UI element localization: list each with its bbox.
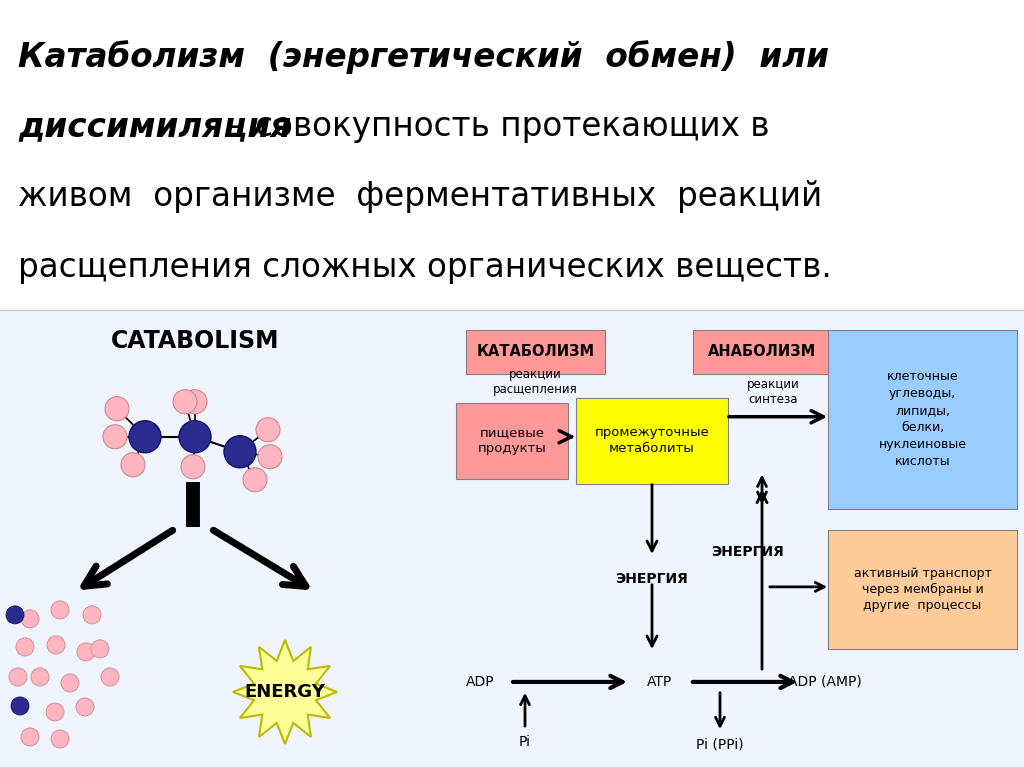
- FancyBboxPatch shape: [828, 330, 1017, 509]
- Text: промежуточные
метаболиты: промежуточные метаболиты: [595, 426, 710, 456]
- Circle shape: [256, 418, 280, 442]
- Circle shape: [77, 643, 95, 661]
- Circle shape: [6, 606, 24, 624]
- Circle shape: [51, 601, 69, 619]
- FancyBboxPatch shape: [575, 398, 728, 484]
- Text: реакции
синтеза: реакции синтеза: [746, 377, 800, 406]
- Text: диссимиляция: диссимиляция: [18, 110, 291, 143]
- Circle shape: [61, 674, 79, 692]
- Circle shape: [173, 390, 197, 413]
- Circle shape: [181, 455, 205, 479]
- FancyBboxPatch shape: [456, 403, 568, 479]
- Circle shape: [243, 468, 267, 492]
- Circle shape: [51, 730, 69, 748]
- Circle shape: [91, 640, 109, 658]
- Text: АНАБОЛИЗМ: АНАБОЛИЗМ: [709, 344, 816, 359]
- Circle shape: [76, 698, 94, 716]
- Text: клеточные
углеводы,
липиды,
белки,
нуклеиновые
кислоты: клеточные углеводы, липиды, белки, нукле…: [879, 370, 967, 468]
- Text: Pi: Pi: [519, 735, 531, 749]
- Circle shape: [103, 425, 127, 449]
- Circle shape: [9, 668, 27, 686]
- Circle shape: [83, 606, 101, 624]
- Circle shape: [22, 610, 39, 628]
- Text: ATP: ATP: [647, 675, 673, 689]
- Text: ADP: ADP: [466, 675, 495, 689]
- Circle shape: [31, 668, 49, 686]
- Circle shape: [183, 390, 207, 413]
- Circle shape: [22, 728, 39, 746]
- FancyBboxPatch shape: [828, 530, 1017, 649]
- FancyBboxPatch shape: [693, 330, 831, 374]
- Circle shape: [224, 436, 256, 468]
- Text: пищевые
продукты: пищевые продукты: [477, 426, 547, 456]
- Text: расщепления сложных органических веществ.: расщепления сложных органических веществ…: [18, 251, 831, 284]
- Circle shape: [11, 697, 29, 715]
- Text: ADP (AMP): ADP (AMP): [788, 675, 862, 689]
- FancyBboxPatch shape: [0, 311, 1024, 767]
- Polygon shape: [233, 640, 337, 744]
- Text: ЭНЕРГИЯ: ЭНЕРГИЯ: [711, 545, 783, 559]
- Circle shape: [46, 703, 63, 721]
- Text: – совокупность протекающих в: – совокупность протекающих в: [218, 110, 769, 143]
- Text: ENERGY: ENERGY: [245, 683, 326, 701]
- Text: Pi (PPi): Pi (PPi): [696, 738, 743, 752]
- Circle shape: [16, 638, 34, 656]
- Text: Катаболизм  (энергетический  обмен)  или: Катаболизм (энергетический обмен) или: [18, 40, 829, 74]
- Circle shape: [105, 397, 129, 421]
- Circle shape: [101, 668, 119, 686]
- Text: реакции
расщепления: реакции расщепления: [493, 367, 578, 396]
- Circle shape: [258, 445, 282, 469]
- Text: CATABOLISM: CATABOLISM: [111, 328, 280, 353]
- Circle shape: [179, 421, 211, 453]
- Circle shape: [47, 636, 65, 654]
- Text: живом  организме  ферментативных  реакций: живом организме ферментативных реакций: [18, 180, 822, 213]
- FancyBboxPatch shape: [466, 330, 605, 374]
- Text: ЭНЕРГИЯ: ЭНЕРГИЯ: [615, 572, 688, 586]
- Text: КАТАБОЛИЗМ: КАТАБОЛИЗМ: [476, 344, 595, 359]
- Circle shape: [121, 453, 145, 477]
- Circle shape: [129, 421, 161, 453]
- Text: активный транспорт
через мембраны и
другие  процессы: активный транспорт через мембраны и друг…: [854, 567, 991, 612]
